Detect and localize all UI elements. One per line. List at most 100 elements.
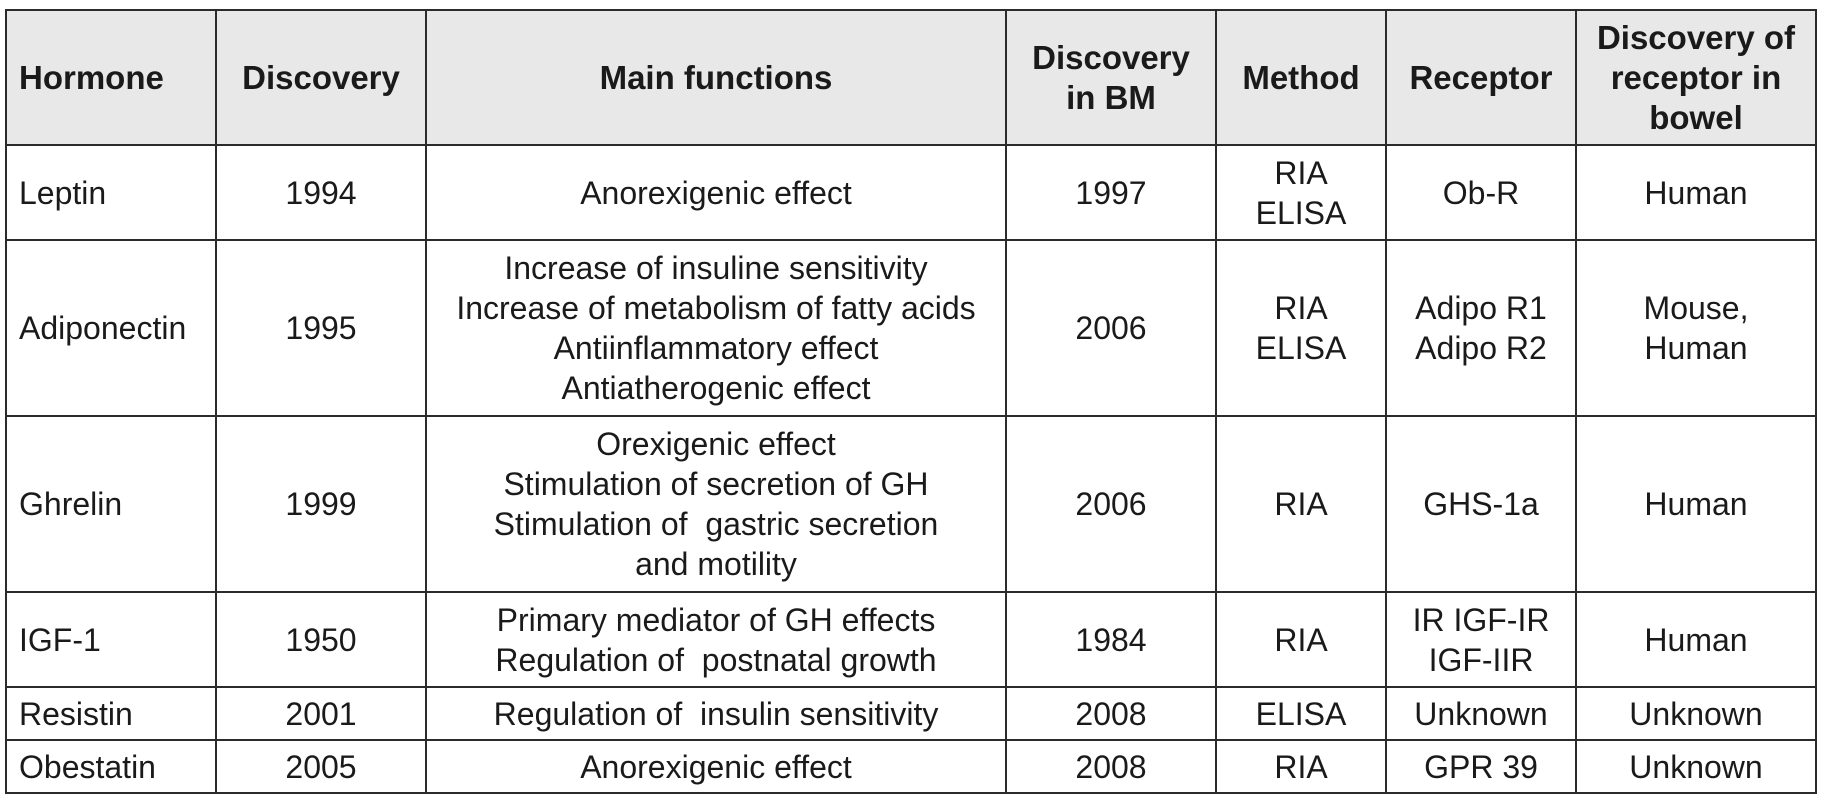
cell-discovery: 1950	[215, 591, 427, 688]
header-method-text: Method	[1242, 58, 1360, 96]
bowel-line: Unknown	[1629, 695, 1763, 732]
table-header-row: Hormone Discovery Main functions Discove…	[5, 9, 1817, 146]
cell-hormone: Ghrelin	[5, 415, 217, 593]
hormone-table-container: Hormone Discovery Main functions Discove…	[5, 9, 1817, 794]
header-receptor-text: Receptor	[1409, 58, 1553, 96]
cell-method: RIA	[1215, 415, 1387, 593]
cell-receptor: Unknown	[1385, 686, 1577, 741]
header-receptor: Receptor	[1385, 9, 1577, 146]
cell-discovery-bm: 2006	[1005, 415, 1217, 593]
function-line: Antiatherogenic effect	[561, 370, 871, 406]
cell-bowel: Human	[1575, 144, 1817, 241]
bowel-line: Human	[1644, 174, 1748, 211]
table-row: Leptin 1994 Anorexigenic effect 1997 RIA…	[5, 144, 1817, 241]
cell-receptor: IR IGF-IR IGF-IIR	[1385, 591, 1577, 688]
cell-discovery: 2005	[215, 739, 427, 794]
receptor-line: Unknown	[1414, 695, 1548, 732]
cell-main-functions: Increase of insuline sensitivity Increas…	[425, 239, 1007, 417]
cell-hormone: IGF-1	[5, 591, 217, 688]
cell-receptor: Ob-R	[1385, 144, 1577, 241]
bowel-line: Mouse,	[1643, 290, 1749, 326]
cell-discovery-bm: 2008	[1005, 739, 1217, 794]
bowel-line: Human	[1644, 486, 1748, 522]
cell-receptor: Adipo R1 Adipo R2	[1385, 239, 1577, 417]
header-main-functions: Main functions	[425, 9, 1007, 146]
receptor-line: IR IGF-IR	[1412, 601, 1550, 638]
cell-bowel: Human	[1575, 591, 1817, 688]
table-row: Adiponectin 1995 Increase of insuline se…	[5, 239, 1817, 417]
cell-main-functions: Anorexigenic effect	[425, 739, 1007, 794]
function-line: Orexigenic effect	[596, 426, 836, 462]
cell-discovery: 1995	[215, 239, 427, 417]
method-line: RIA	[1274, 290, 1328, 326]
cell-main-functions: Primary mediator of GH effects Regulatio…	[425, 591, 1007, 688]
function-line: Increase of metabolism of fatty acids	[456, 290, 976, 326]
receptor-line: Adipo R1	[1415, 290, 1547, 326]
bowel-line: Human	[1644, 330, 1748, 366]
function-line: Stimulation of gastric secretion	[493, 506, 939, 542]
header-discovery-text: Discovery	[242, 58, 400, 96]
method-line: RIA	[1274, 154, 1328, 191]
cell-hormone: Obestatin	[5, 739, 217, 794]
cell-receptor: GHS-1a	[1385, 415, 1577, 593]
bowel-line: Human	[1644, 621, 1748, 658]
receptor-line: GPR 39	[1424, 748, 1538, 785]
cell-method: RIA	[1215, 591, 1387, 688]
header-receptor-in-bowel-line3: bowel	[1649, 98, 1743, 136]
function-line: Regulation of insulin sensitivity	[493, 695, 939, 732]
cell-bowel: Unknown	[1575, 686, 1817, 741]
cell-bowel: Mouse, Human	[1575, 239, 1817, 417]
cell-discovery: 1999	[215, 415, 427, 593]
cell-bowel: Unknown	[1575, 739, 1817, 794]
receptor-line: Adipo R2	[1415, 330, 1547, 366]
method-line: ELISA	[1255, 695, 1347, 732]
header-discovery: Discovery	[215, 9, 427, 146]
function-line: Increase of insuline sensitivity	[504, 250, 928, 286]
method-line: RIA	[1274, 621, 1328, 658]
cell-discovery-bm: 2006	[1005, 239, 1217, 417]
cell-discovery: 1994	[215, 144, 427, 241]
header-receptor-in-bowel-line1: Discovery of	[1596, 18, 1796, 56]
function-line: Antiinflammatory effect	[553, 330, 879, 366]
function-line: Primary mediator of GH effects	[496, 601, 936, 638]
cell-discovery-bm: 1997	[1005, 144, 1217, 241]
cell-hormone: Resistin	[5, 686, 217, 741]
cell-main-functions: Anorexigenic effect	[425, 144, 1007, 241]
cell-method: RIA ELISA	[1215, 239, 1387, 417]
cell-method: ELISA	[1215, 686, 1387, 741]
header-method: Method	[1215, 9, 1387, 146]
header-receptor-in-bowel-line2: receptor in	[1610, 58, 1782, 96]
cell-discovery-bm: 1984	[1005, 591, 1217, 688]
hormone-table: Hormone Discovery Main functions Discove…	[5, 9, 1817, 794]
header-discovery-in-bm: Discovery in BM	[1005, 9, 1217, 146]
bowel-line: Unknown	[1629, 748, 1763, 785]
header-main-functions-text: Main functions	[599, 58, 833, 96]
method-line: ELISA	[1255, 194, 1347, 231]
cell-main-functions: Regulation of insulin sensitivity	[425, 686, 1007, 741]
method-line: RIA	[1274, 748, 1328, 785]
method-line: RIA	[1274, 486, 1328, 522]
function-line: Anorexigenic effect	[580, 174, 852, 211]
cell-discovery: 2001	[215, 686, 427, 741]
cell-hormone: Adiponectin	[5, 239, 217, 417]
cell-bowel: Human	[1575, 415, 1817, 593]
receptor-line: IGF-IIR	[1428, 641, 1534, 678]
receptor-line: GHS-1a	[1423, 486, 1539, 522]
header-receptor-in-bowel: Discovery of receptor in bowel	[1575, 9, 1817, 146]
cell-method: RIA ELISA	[1215, 144, 1387, 241]
cell-method: RIA	[1215, 739, 1387, 794]
cell-hormone: Leptin	[5, 144, 217, 241]
cell-discovery-bm: 2008	[1005, 686, 1217, 741]
table-row: Obestatin 2005 Anorexigenic effect 2008 …	[5, 739, 1817, 794]
table-row: IGF-1 1950 Primary mediator of GH effect…	[5, 591, 1817, 688]
function-line: and motility	[635, 546, 797, 582]
receptor-line: Ob-R	[1442, 174, 1520, 211]
header-discovery-in-bm-line2: in BM	[1066, 78, 1156, 116]
header-hormone-text: Hormone	[19, 58, 164, 96]
table-row: Ghrelin 1999 Orexigenic effect Stimulati…	[5, 415, 1817, 593]
table-row: Resistin 2001 Regulation of insulin sens…	[5, 686, 1817, 741]
function-line: Anorexigenic effect	[580, 748, 852, 785]
cell-main-functions: Orexigenic effect Stimulation of secreti…	[425, 415, 1007, 593]
header-hormone: Hormone	[5, 9, 217, 146]
cell-receptor: GPR 39	[1385, 739, 1577, 794]
